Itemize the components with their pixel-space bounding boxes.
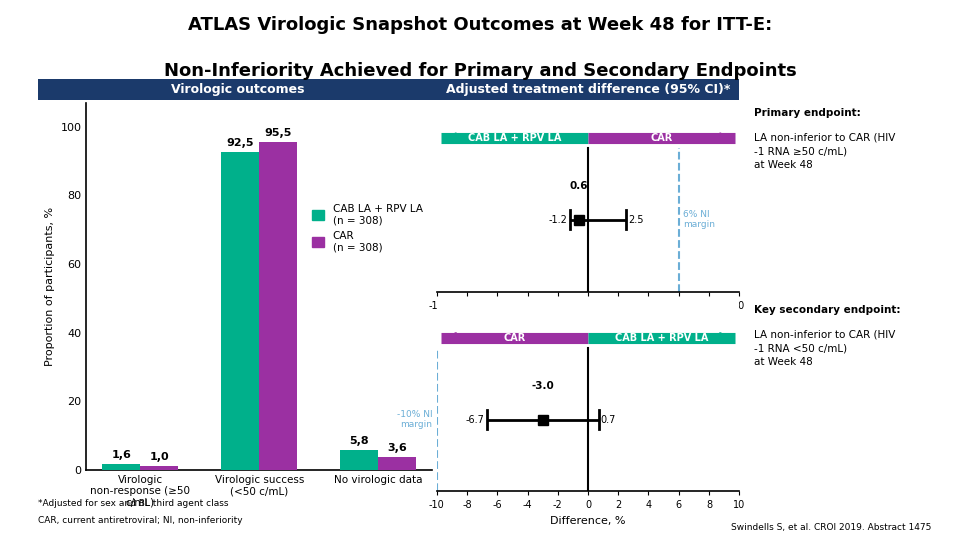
Text: CAB LA + RPV LA: CAB LA + RPV LA	[468, 133, 562, 143]
X-axis label: Difference, %: Difference, %	[550, 316, 626, 326]
Text: CAR, current antiretroviral; NI, non-inferiority: CAR, current antiretroviral; NI, non-inf…	[38, 516, 243, 525]
Text: Adjusted treatment difference (95% CI)*: Adjusted treatment difference (95% CI)*	[445, 83, 731, 96]
Text: -10% NI
margin: -10% NI margin	[396, 410, 432, 429]
Text: CAB LA + RPV LA: CAB LA + RPV LA	[614, 333, 708, 343]
Text: Virologic outcomes: Virologic outcomes	[171, 83, 304, 96]
Text: *Adjusted for sex and BL third agent class: *Adjusted for sex and BL third agent cla…	[38, 500, 228, 509]
Text: 2.5: 2.5	[628, 215, 643, 225]
Y-axis label: Proportion of participants, %: Proportion of participants, %	[45, 207, 55, 366]
Text: -1.2: -1.2	[549, 215, 567, 225]
Text: 5,8: 5,8	[349, 436, 369, 446]
Text: Non-Inferiority Achieved for Primary and Secondary Endpoints: Non-Inferiority Achieved for Primary and…	[163, 62, 797, 80]
Text: 1,6: 1,6	[111, 450, 132, 460]
Bar	[140, 467, 179, 470]
Bar	[340, 450, 378, 470]
Text: 0.7: 0.7	[601, 415, 616, 424]
Text: 6% NI
margin: 6% NI margin	[684, 210, 715, 230]
Text: 95,5: 95,5	[265, 128, 292, 138]
Text: Primary endpoint:: Primary endpoint:	[754, 108, 860, 118]
Text: 92,5: 92,5	[227, 138, 253, 149]
Text: LA non-inferior to CAR (HIV
-1 RNA <50 c/mL)
at Week 48: LA non-inferior to CAR (HIV -1 RNA <50 c…	[754, 329, 895, 367]
Text: -3.0: -3.0	[531, 381, 554, 391]
Bar	[221, 152, 259, 470]
Text: 0.6: 0.6	[569, 181, 588, 191]
Text: LA non-inferior to CAR (HIV
-1 RNA ≥50 c/mL)
at Week 48: LA non-inferior to CAR (HIV -1 RNA ≥50 c…	[754, 132, 895, 170]
Bar	[378, 457, 417, 470]
Text: CAR: CAR	[504, 333, 526, 343]
X-axis label: Difference, %: Difference, %	[550, 516, 626, 526]
Bar	[259, 142, 298, 470]
Text: CAR: CAR	[650, 133, 672, 143]
Text: Swindells S, et al. CROI 2019. Abstract 1475: Swindells S, et al. CROI 2019. Abstract …	[731, 523, 931, 532]
Legend: CAB LA + RPV LA
(n = 308), CAR
(n = 308): CAB LA + RPV LA (n = 308), CAR (n = 308)	[307, 200, 427, 256]
Text: ATLAS Virologic Snapshot Outcomes at Week 48 for ITT-E:: ATLAS Virologic Snapshot Outcomes at Wee…	[188, 16, 772, 34]
Text: 1,0: 1,0	[150, 453, 169, 462]
Text: -6.7: -6.7	[466, 415, 485, 424]
Text: 3,6: 3,6	[388, 443, 407, 453]
Text: Key secondary endpoint:: Key secondary endpoint:	[754, 305, 900, 315]
Bar	[102, 464, 140, 470]
